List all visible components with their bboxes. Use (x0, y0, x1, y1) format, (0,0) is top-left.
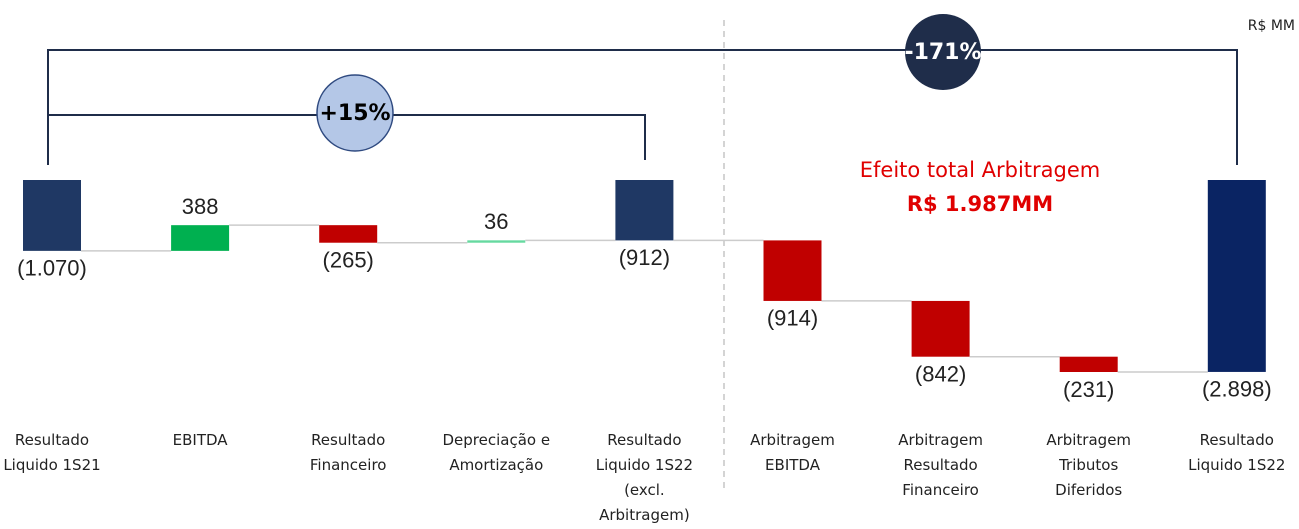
bar (911, 300, 970, 357)
unit-label: R$ MM (1248, 18, 1295, 34)
bar (763, 240, 822, 301)
value-label: 36 (484, 209, 508, 234)
inner-badge (316, 74, 394, 152)
category-label: Arbitragem Tributos Diferidos (1046, 431, 1132, 499)
value-label: (2.898) (1202, 377, 1272, 402)
value-label: 388 (182, 194, 219, 219)
value-label: (1.070) (17, 256, 87, 281)
bar (319, 225, 378, 243)
arbitrage-title: Efeito total Arbitragem (860, 158, 1100, 182)
bar (467, 240, 526, 243)
value-label: (265) (323, 248, 374, 273)
category-label: Arbitragem EBITDA (750, 431, 835, 474)
bar (1207, 180, 1266, 372)
category-label: Depreciação e Amortização (442, 431, 551, 474)
bar (615, 180, 674, 241)
value-label: (914) (767, 306, 818, 331)
bar (171, 225, 230, 251)
bar (1059, 356, 1118, 372)
category-label: Resultado Liquido 1S22 (1188, 431, 1286, 474)
category-label: Arbitragem Resultado Financeiro (898, 431, 983, 499)
outer-bracket (47, 49, 1238, 165)
inner-change: +15% (319, 101, 390, 126)
value-label: (231) (1063, 377, 1114, 402)
arbitrage-value: R$ 1.987MM (907, 192, 1053, 216)
outer-badge (905, 14, 981, 90)
category-label: Resultado Liquido 1S22 (excl. Arbitragem… (595, 431, 694, 524)
category-label: EBITDA (172, 431, 228, 449)
category-label: Resultado Financeiro (309, 431, 387, 474)
outer-change: -171% (904, 40, 981, 65)
bar (23, 180, 81, 251)
category-label: Resultado Liquido 1S21 (3, 431, 101, 474)
value-label: (842) (915, 362, 966, 387)
value-label: (912) (619, 245, 670, 270)
